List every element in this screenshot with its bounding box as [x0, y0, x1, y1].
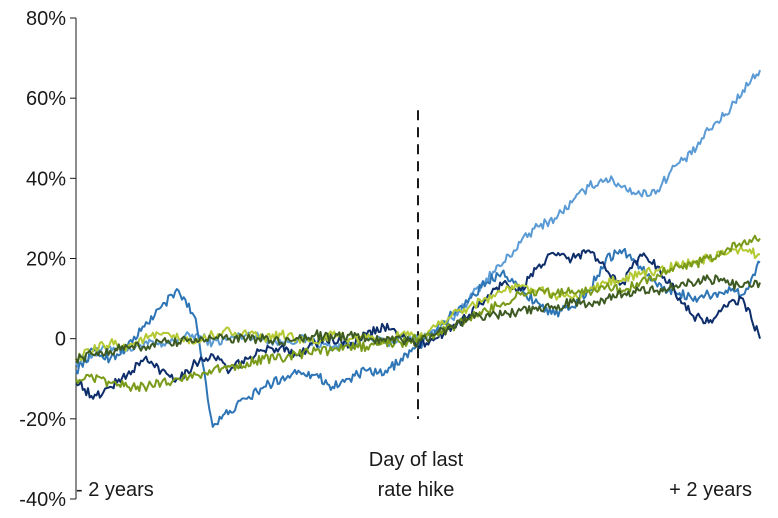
x-annotation-center-line2: rate hike — [378, 479, 455, 501]
y-tick-label: 0 — [55, 329, 66, 351]
x-annotation-left: - 2 years — [76, 479, 154, 501]
x-annotations: - 2 years Day of last rate hike + 2 year… — [76, 449, 752, 501]
y-axis: 80% 60% 40% 20% 0 -20% -40% — [19, 8, 77, 511]
y-tick-label: 60% — [26, 88, 66, 110]
y-tick-label: -40% — [19, 489, 66, 511]
y-tick-label: -20% — [19, 409, 66, 431]
y-tick-label: 40% — [26, 168, 66, 190]
y-tick-label: 80% — [26, 8, 66, 30]
x-annotation-center-line1: Day of last — [369, 449, 464, 471]
series-line-6 — [75, 274, 761, 364]
series-group — [75, 69, 761, 428]
x-annotation-right: + 2 years — [669, 479, 752, 501]
series-line-3 — [75, 249, 761, 400]
series-line-5 — [75, 234, 761, 392]
y-tick-label: 20% — [26, 249, 66, 271]
